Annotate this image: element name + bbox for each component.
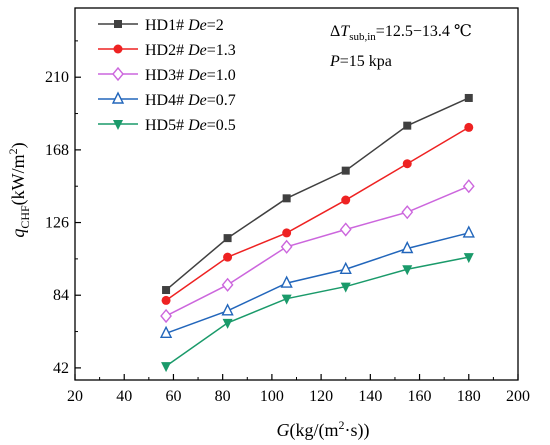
legend-item-3: HD3# De=1.0 [98,66,236,84]
data-point [159,325,173,338]
y-tick-label: 126 [45,215,69,232]
data-point [341,166,350,175]
series-line [165,97,470,291]
legend-label: HD5# De=0.5 [145,117,236,134]
data-point [341,195,351,205]
x-tick-label: 20 [67,388,83,405]
series-2 [161,122,474,305]
data-point [161,295,171,305]
data-point [339,222,352,237]
data-point [401,240,414,254]
x-tick-label: 120 [309,388,333,405]
data-point [401,205,414,220]
x-tick-label: 200 [506,388,530,405]
y-axis-title: qCHF(kW/m2) [6,142,32,237]
legend-marker [113,120,123,130]
legend-item-4: HD4# De=0.7 [98,91,236,109]
series-4 [159,225,475,338]
data-point [280,275,293,288]
x-tick-label: 140 [358,388,382,405]
series-line [165,185,470,317]
x-tick-label: 160 [408,388,432,405]
data-point [223,252,233,262]
series-line [165,256,469,367]
legend-marker [113,44,123,54]
y-tick-label: 168 [45,142,69,159]
data-point [161,362,172,373]
x-tick-label: 100 [260,388,284,405]
data-point [221,277,234,292]
x-tick-label: 80 [215,388,231,405]
legend-item-5: HD5# De=0.5 [98,117,236,134]
annotation-pressure: P=15 kpa [329,53,392,70]
legend-item-1: HD1# De=2 [98,17,224,34]
y-tick-label: 42 [53,360,69,377]
series-3 [160,179,475,324]
x-tick-label: 180 [457,388,481,405]
series-layer [159,93,475,373]
data-point [280,239,293,254]
legend-label: HD3# De=1.0 [145,67,236,84]
data-point [281,294,292,305]
annotation-delta-t: ΔTsub,in=12.5−13.4 ℃ [330,23,472,43]
data-point [339,261,352,274]
data-point [403,121,412,130]
y-tick-label: 210 [45,69,69,86]
data-point [402,159,412,169]
axes: 20 40 60 80 100 120 140 160 180 200 42 84 126 168 210 [45,7,530,405]
data-point [223,234,232,243]
data-point [162,286,171,295]
data-point [160,308,172,324]
legend: HD1# De=2 HD2# De=1.3 HD3# De=1.0 HD4# De=0… [98,17,236,134]
y-tick-label: 84 [53,287,69,304]
legend-marker [111,91,125,104]
data-point [464,93,473,102]
legend-marker [114,20,122,28]
x-tick-label: 60 [165,388,181,405]
data-point [464,122,474,132]
data-point [462,225,475,238]
legend-label: HD4# De=0.7 [145,92,236,109]
data-point [402,265,413,276]
data-point [221,303,234,316]
series-1 [162,93,473,295]
series-5 [161,253,474,373]
legend-label: HD2# De=1.3 [145,42,236,59]
data-point [462,179,475,194]
data-point [340,282,351,293]
legend-label: HD1# De=2 [145,17,224,34]
series-line [165,232,469,334]
series-line [165,126,470,302]
data-point [282,228,292,238]
data-point [463,253,474,264]
legend-item-2: HD2# De=1.3 [98,42,236,59]
data-point [222,318,233,329]
x-axis-title: G(kg/(m2·s)) [277,418,370,441]
legend-marker [112,66,124,82]
x-tick-label: 40 [116,388,132,405]
data-point [282,194,291,203]
